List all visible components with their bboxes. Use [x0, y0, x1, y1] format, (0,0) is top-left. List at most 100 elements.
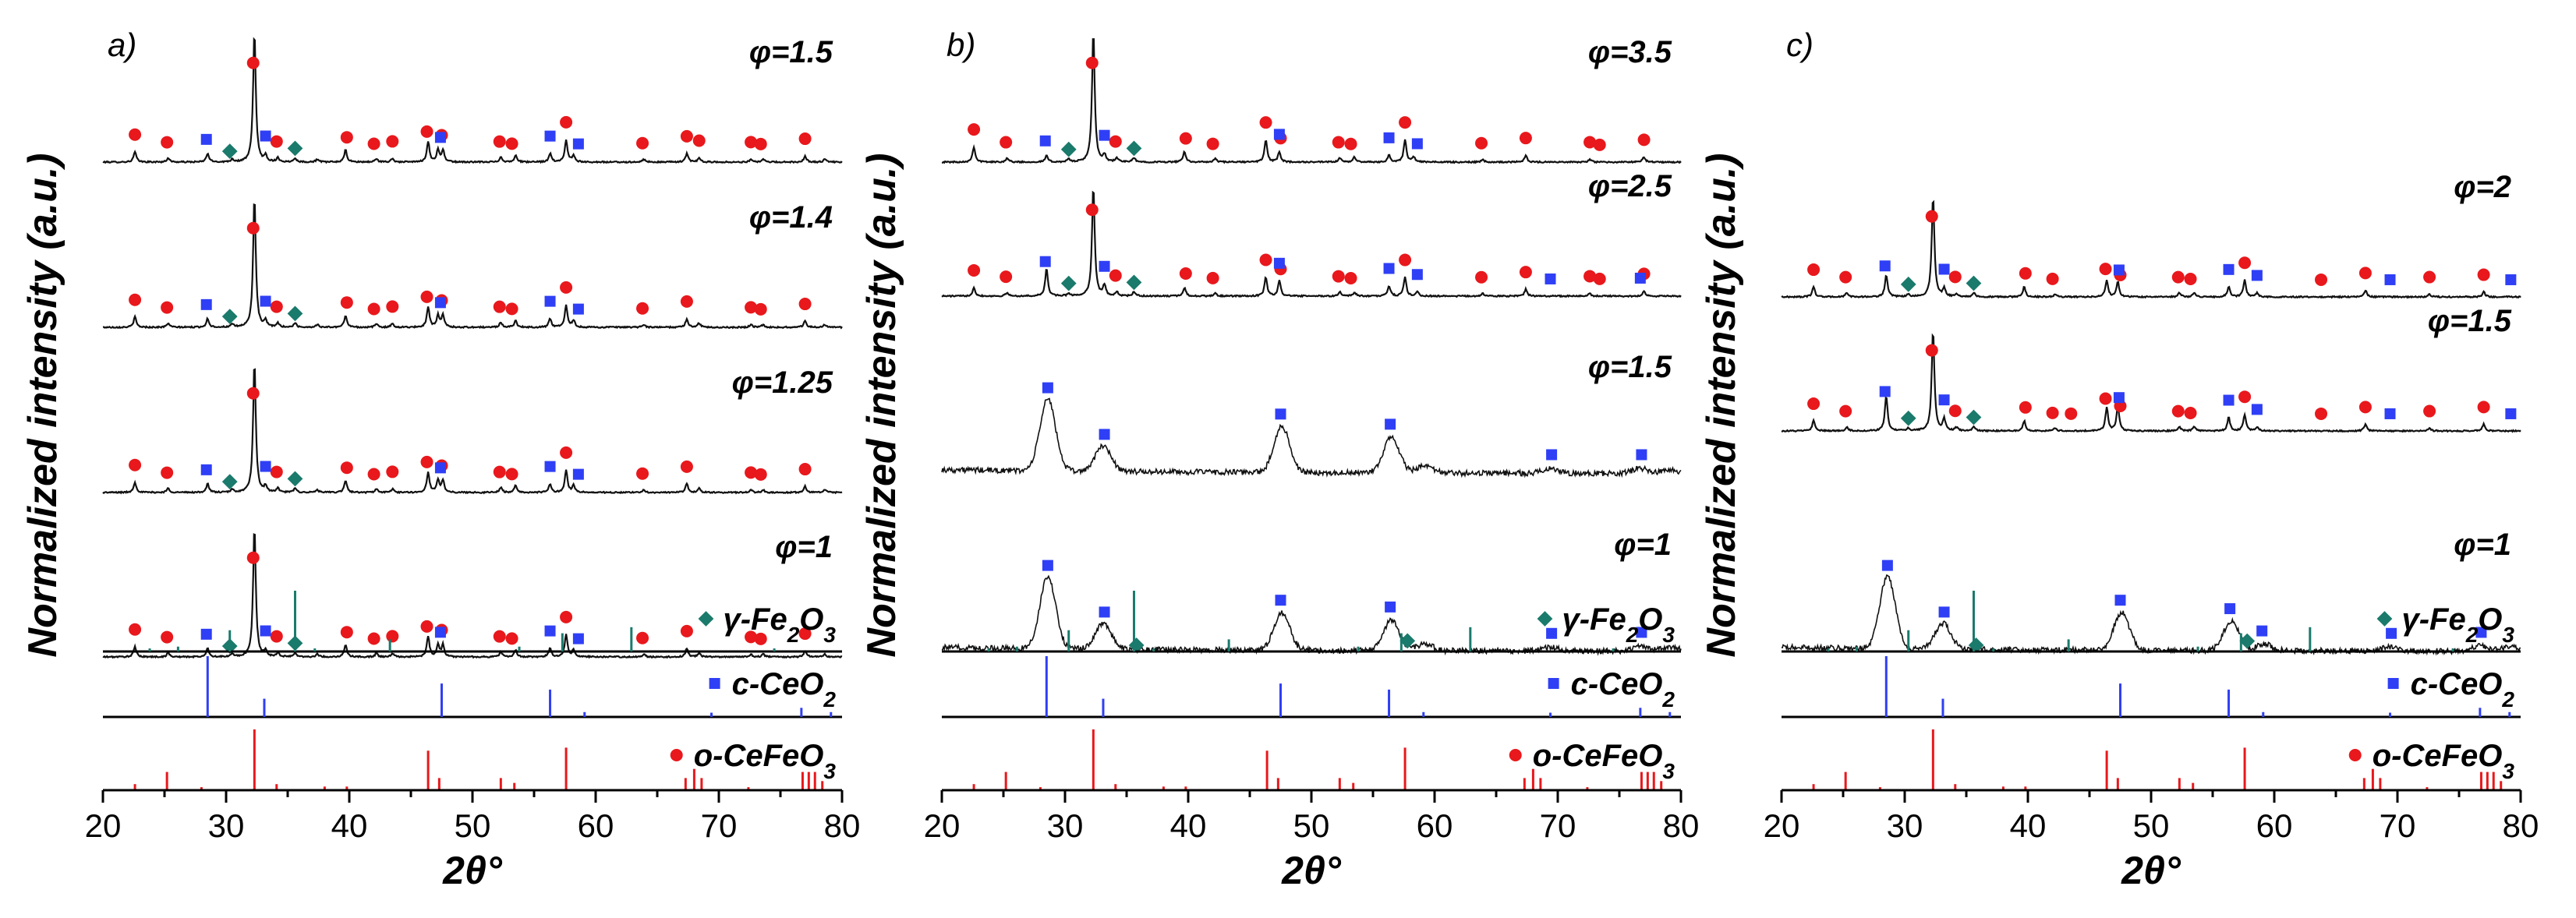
marker-o: [968, 263, 981, 277]
marker-o: [1259, 253, 1272, 267]
marker-o: [2358, 401, 2372, 414]
trace-label: φ=2: [2454, 170, 2511, 204]
marker-o: [1583, 136, 1597, 149]
marker-c: [1099, 606, 1110, 618]
marker-c: [2475, 627, 2487, 638]
marker-o: [636, 136, 649, 150]
marker-o: [754, 468, 767, 481]
reference-label: c-CeO2: [732, 667, 837, 711]
marker-c: [1634, 272, 1646, 284]
marker-o: [340, 131, 353, 144]
trace-line: [941, 190, 1682, 298]
marker-o: [1519, 132, 1532, 145]
marker-c: [572, 633, 584, 644]
trace-line: [941, 38, 1682, 164]
marker-o: [2171, 404, 2185, 418]
marker-o: [420, 455, 433, 468]
trace-φ=1.5: φ=1.5: [1781, 304, 2521, 433]
marker-g: [1966, 275, 1982, 291]
marker-o: [2184, 273, 2197, 286]
reference-label: c-CeO2: [2411, 667, 2515, 711]
marker-g: [287, 140, 303, 157]
marker-c: [1042, 382, 1053, 394]
reference-g: γ-Fe2O3: [942, 591, 1681, 653]
trace-φ=1: φ=1: [941, 528, 1682, 656]
x-tick-label: 60: [578, 807, 614, 844]
marker-o: [680, 129, 693, 143]
marker-o: [560, 446, 573, 459]
marker-g: [221, 143, 238, 160]
marker-o: [420, 620, 433, 633]
legend-marker-o: [670, 749, 683, 761]
marker-c: [1383, 132, 1395, 143]
trace-label: φ=3.5: [1588, 35, 1672, 69]
marker-g: [1900, 410, 1916, 426]
marker-g: [1060, 275, 1077, 291]
marker-c: [1383, 263, 1395, 274]
marker-o: [2423, 404, 2436, 418]
marker-c: [1099, 129, 1110, 141]
marker-o: [129, 293, 142, 306]
trace-line: [1781, 333, 2521, 433]
marker-o: [161, 630, 174, 644]
marker-c: [1938, 394, 1950, 406]
marker-o: [2184, 406, 2197, 419]
marker-g: [1060, 141, 1077, 157]
marker-o: [2477, 268, 2490, 281]
marker-o: [754, 302, 767, 316]
panel-c: c) Normalized intensity (a.u.) φ=2 φ=1.5 φ=1…: [1699, 26, 2539, 892]
marker-o: [636, 631, 649, 644]
reference-o: o-CeFeO3: [1782, 729, 2521, 792]
x-tick-label: 80: [2503, 807, 2539, 844]
marker-o: [680, 460, 693, 473]
legend-marker-c: [709, 678, 720, 689]
marker-o: [1000, 270, 1013, 284]
marker-o: [680, 295, 693, 308]
marker-g: [287, 471, 303, 487]
trace-label: φ=1: [1614, 528, 1672, 562]
marker-g: [1968, 637, 1984, 653]
marker-c: [2505, 274, 2517, 285]
marker-c: [1879, 386, 1891, 397]
reference-g: γ-Fe2O3: [1782, 591, 2521, 653]
trace-φ=1: φ=1: [1781, 528, 2521, 656]
marker-c: [1546, 449, 1558, 461]
x-axis-label: 2θ°: [442, 849, 503, 892]
marker-c: [434, 132, 446, 143]
marker-o: [636, 302, 649, 315]
marker-o: [1399, 116, 1412, 129]
marker-c: [1273, 129, 1285, 140]
legend-marker-o: [2348, 749, 2362, 761]
x-tick-label: 70: [2380, 807, 2416, 844]
marker-c: [544, 461, 556, 472]
marker-o: [798, 463, 812, 476]
marker-o: [420, 125, 433, 138]
trace-line: [102, 368, 843, 495]
marker-o: [386, 465, 399, 478]
x-tick-label: 50: [455, 807, 491, 844]
x-tick-label: 50: [1293, 807, 1330, 844]
marker-c: [260, 130, 271, 142]
marker-o: [798, 132, 812, 146]
marker-o: [1179, 267, 1192, 280]
marker-o: [386, 300, 399, 313]
marker-o: [1948, 404, 1962, 418]
marker-o: [161, 466, 174, 479]
marker-g: [1966, 409, 1982, 425]
marker-c: [1275, 595, 1286, 606]
marker-o: [246, 221, 260, 235]
marker-o: [2358, 267, 2372, 280]
trace-line: [102, 533, 843, 659]
marker-o: [1332, 270, 1345, 283]
marker-o: [367, 137, 380, 150]
marker-c: [1546, 627, 1558, 639]
marker-o: [745, 466, 758, 479]
marker-c: [2113, 392, 2125, 404]
marker-o: [493, 465, 506, 478]
reference-c: c-CeO2: [942, 656, 1681, 719]
reference-label: o-CeFeO3: [1533, 739, 1675, 783]
marker-o: [1085, 203, 1099, 217]
marker-o: [1399, 253, 1412, 267]
marker-c: [2224, 603, 2236, 615]
marker-o: [798, 298, 812, 311]
